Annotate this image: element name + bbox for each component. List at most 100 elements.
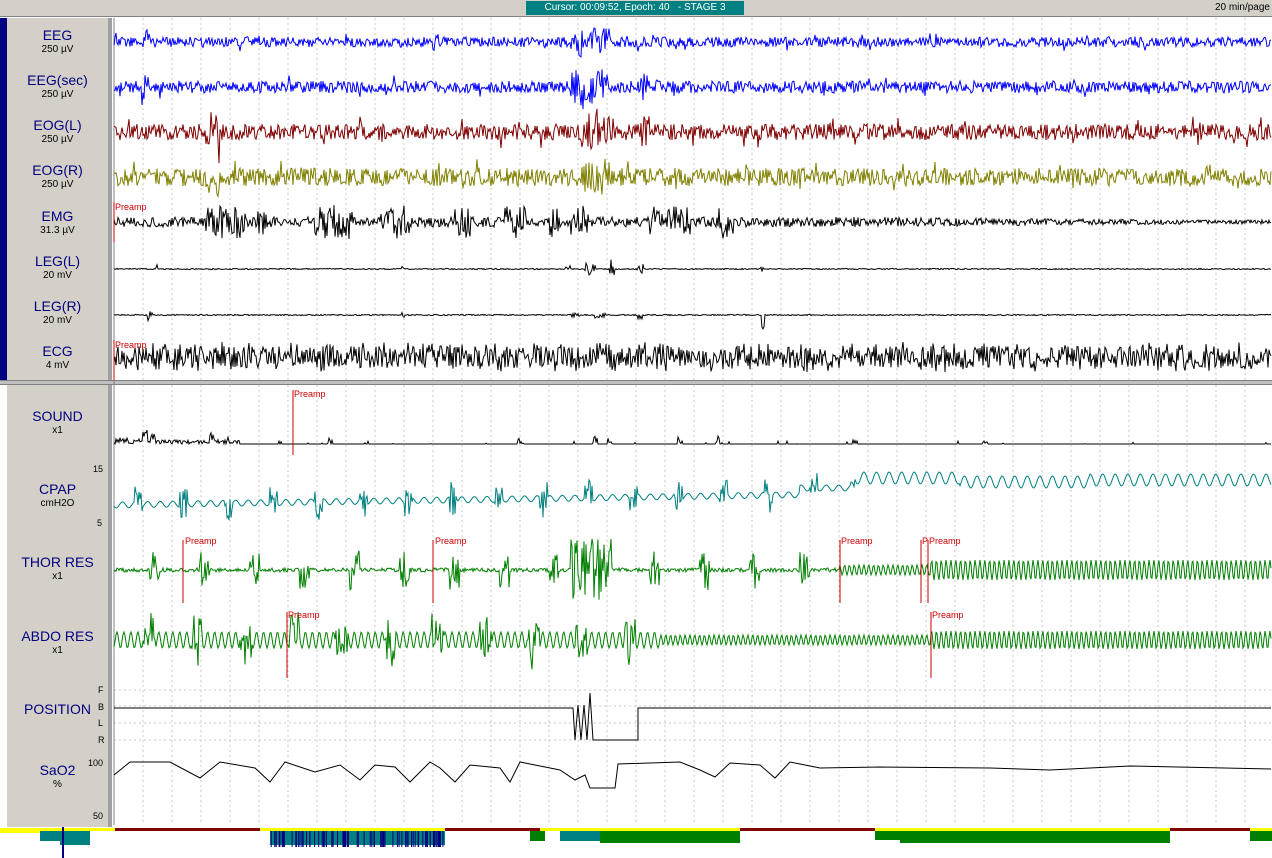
hypno-tick — [392, 831, 394, 847]
channel-label-sao2[interactable]: SaO2 — [39, 762, 76, 778]
hypno-tick — [279, 831, 281, 847]
channel-unit-leg-l: 20 mV — [43, 270, 72, 281]
event-label-thor-preamp-4[interactable]: Preamp — [929, 536, 961, 546]
event-label-emg-preamp[interactable]: Preamp — [115, 202, 147, 212]
hypno-tick — [405, 831, 407, 847]
hypno-segment — [900, 831, 1170, 843]
channel-unit-eeg-sec: 250 µV — [41, 89, 74, 100]
channel-label-thor-res[interactable]: THOR RES — [21, 554, 94, 570]
leg-r-trace — [113, 311, 1272, 330]
hypno-tick — [429, 831, 431, 847]
channel-unit-sao2: % — [53, 779, 62, 790]
channel-label-leg-l[interactable]: LEG(L) — [34, 253, 81, 269]
hypno-tick — [363, 831, 365, 847]
hypno-tick — [437, 831, 439, 847]
event-label-thor-p[interactable]: P — [922, 536, 928, 546]
upper-label-separator[interactable] — [108, 18, 112, 380]
event-label-thor-preamp-3[interactable]: Preamp — [841, 536, 873, 546]
page-scale[interactable]: 20 min/page — [1214, 2, 1270, 13]
hypno-tick — [291, 831, 293, 847]
sao2-scale-min: 50 — [93, 811, 104, 821]
cpap-scale-max: 15 — [93, 464, 104, 474]
hypno-tick — [383, 831, 384, 847]
hypno-tick — [425, 831, 426, 847]
hypno-band-top — [0, 828, 1272, 831]
hypno-tick — [411, 831, 412, 847]
hypno-tick — [382, 831, 384, 847]
hypno-segment — [40, 831, 60, 841]
hypno-tick — [412, 831, 414, 847]
channel-label-ecg[interactable]: ECG — [42, 343, 73, 359]
event-label-sound-preamp[interactable]: Preamp — [294, 389, 326, 399]
lower-label-separator[interactable] — [108, 385, 112, 827]
hypno-tick — [407, 831, 409, 847]
hypno-tick — [278, 831, 280, 847]
channel-label-eog-l[interactable]: EOG(L) — [33, 117, 82, 133]
event-label-abdo-preamp-2[interactable]: Preamp — [932, 610, 964, 620]
event-label-ecg-preamp[interactable]: Preamp — [115, 340, 147, 350]
hypno-segment — [0, 829, 40, 833]
position-level-l: L — [98, 718, 104, 728]
thor-res-trace — [113, 538, 1272, 600]
channel-unit-cpap: cmH2O — [40, 498, 75, 509]
hypno-segment — [875, 831, 900, 840]
channel-label-abdo-res[interactable]: ABDO RES — [21, 628, 94, 644]
event-label-thor-preamp-2[interactable]: Preamp — [435, 536, 467, 546]
hypno-tick — [414, 831, 416, 847]
time-grid — [113, 18, 1271, 825]
emg-trace — [113, 204, 1272, 240]
channel-unit-leg-r: 20 mV — [43, 315, 72, 326]
hypno-tick — [283, 831, 284, 847]
hypno-tick — [347, 831, 349, 847]
hypno-tick — [270, 831, 272, 847]
channel-label-eog-r[interactable]: EOG(R) — [32, 162, 83, 178]
channel-label-sound[interactable]: SOUND — [32, 408, 83, 424]
hypno-segment — [560, 831, 600, 841]
hypnogram-strip[interactable] — [0, 827, 1272, 858]
channel-label-eeg[interactable]: EEG — [42, 27, 73, 43]
sao2-trace — [113, 761, 1272, 789]
hypno-tick — [331, 831, 333, 847]
hypno-segment — [1250, 831, 1272, 841]
hypno-tick — [433, 831, 435, 847]
hypno-tick — [373, 831, 375, 847]
hypno-tick — [425, 831, 427, 847]
hypno-tick — [418, 831, 420, 847]
channel-unit-eog-l: 250 µV — [41, 134, 74, 145]
hypno-tick — [345, 831, 346, 847]
channel-label-emg[interactable]: EMG — [41, 208, 74, 224]
event-label-abdo-preamp-1[interactable]: Preamp — [288, 610, 320, 620]
position-level-f: F — [98, 685, 104, 695]
cpap-trace — [113, 471, 1272, 521]
channel-label-leg-r[interactable]: LEG(R) — [33, 298, 82, 314]
hypno-tick — [438, 831, 440, 847]
sound-trace — [113, 429, 1271, 446]
channel-label-eeg-sec[interactable]: EEG(sec) — [27, 72, 88, 88]
channel-unit-sound: x1 — [52, 425, 63, 436]
hypno-tick — [298, 831, 300, 847]
lower-label-panel — [7, 385, 108, 827]
hypno-tick — [398, 831, 400, 847]
upper-panel-strip — [0, 18, 7, 380]
hypno-tick — [357, 831, 359, 847]
position-trace — [114, 692, 1271, 741]
hypno-tick — [442, 831, 444, 847]
upper-label-panel — [7, 18, 108, 380]
hypno-tick — [380, 831, 382, 847]
event-label-thor-preamp-1[interactable]: Preamp — [185, 536, 217, 546]
channel-label-position[interactable]: POSITION — [24, 701, 91, 717]
cpap-scale-min: 5 — [97, 518, 103, 528]
hypno-tick — [283, 831, 285, 847]
panel-splitter[interactable] — [0, 380, 1272, 385]
eog-r-trace — [113, 158, 1272, 198]
hypno-tick — [439, 831, 441, 847]
hypno-tick — [296, 831, 298, 847]
hypno-tick — [435, 831, 437, 847]
channel-unit-ecg: 4 mV — [45, 360, 70, 371]
hypno-tick — [323, 831, 325, 847]
hypno-tick — [401, 831, 403, 847]
channel-label-cpap[interactable]: CPAP — [38, 481, 77, 497]
position-level-r: R — [98, 735, 105, 745]
hypno-tick — [302, 831, 304, 847]
